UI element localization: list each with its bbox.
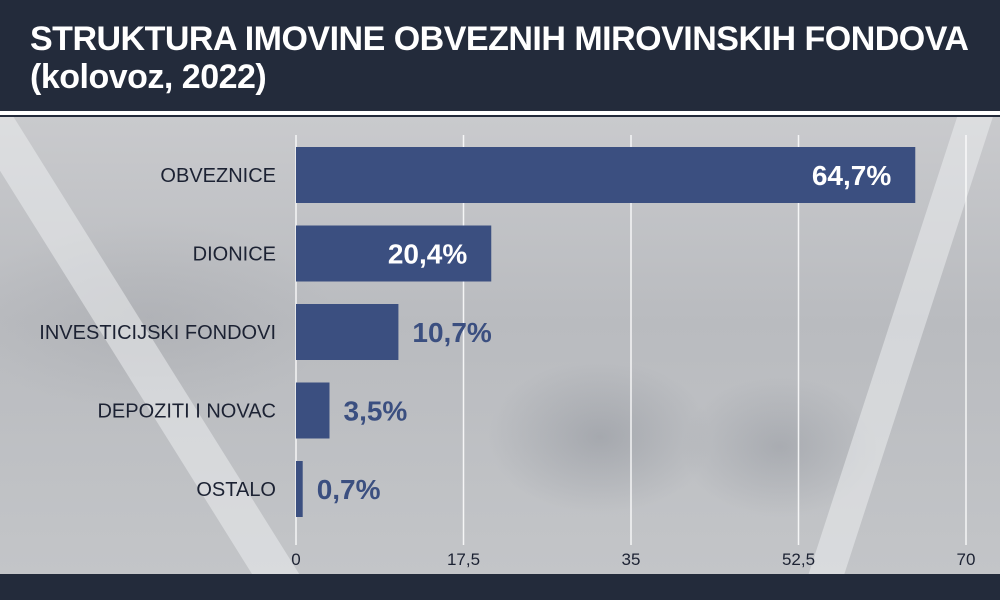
x-tick-label: 0 (291, 550, 300, 569)
bar (296, 461, 303, 517)
data-label: 20,4% (388, 239, 467, 270)
category-label: DEPOZITI I NOVAC (97, 401, 276, 423)
chart-footer-band (0, 574, 1000, 600)
bar (296, 147, 916, 203)
bar (296, 225, 492, 282)
x-tick-label: 52,5 (782, 550, 815, 569)
x-tick-label: 17,5 (447, 550, 480, 569)
category-label: INVESTICIJSKI FONDOVI (39, 322, 276, 344)
category-label: DIONICE (193, 244, 276, 266)
chart-header: STRUKTURA IMOVINE OBVEZNIH MIROVINSKIH F… (0, 0, 1000, 110)
header-divider (0, 111, 1000, 115)
category-label: OSTALO (196, 479, 276, 501)
category-label: OBVEZNICE (160, 165, 276, 187)
x-tick-label: 70 (957, 550, 976, 569)
bar-chart: 0 17,5 35 52,5 70 OBVEZNICE 64,7% DIONICE 20,4% I… (39, 135, 976, 569)
x-tick-label: 35 (622, 550, 641, 569)
chart-title-line-1: STRUKTURA IMOVINE OBVEZNIH MIROVINSKIH F… (30, 20, 969, 58)
data-label: 0,7% (317, 474, 381, 505)
bar (296, 382, 330, 439)
data-label: 64,7% (812, 160, 891, 191)
chart-title-line-2: (kolovoz, 2022) (30, 58, 267, 96)
bar (296, 304, 399, 360)
data-label: 3,5% (344, 396, 408, 427)
chart-background-photo: 0 17,5 35 52,5 70 OBVEZNICE 64,7% DIONICE 20,4% I… (0, 117, 1000, 574)
data-label: 10,7% (412, 317, 491, 348)
